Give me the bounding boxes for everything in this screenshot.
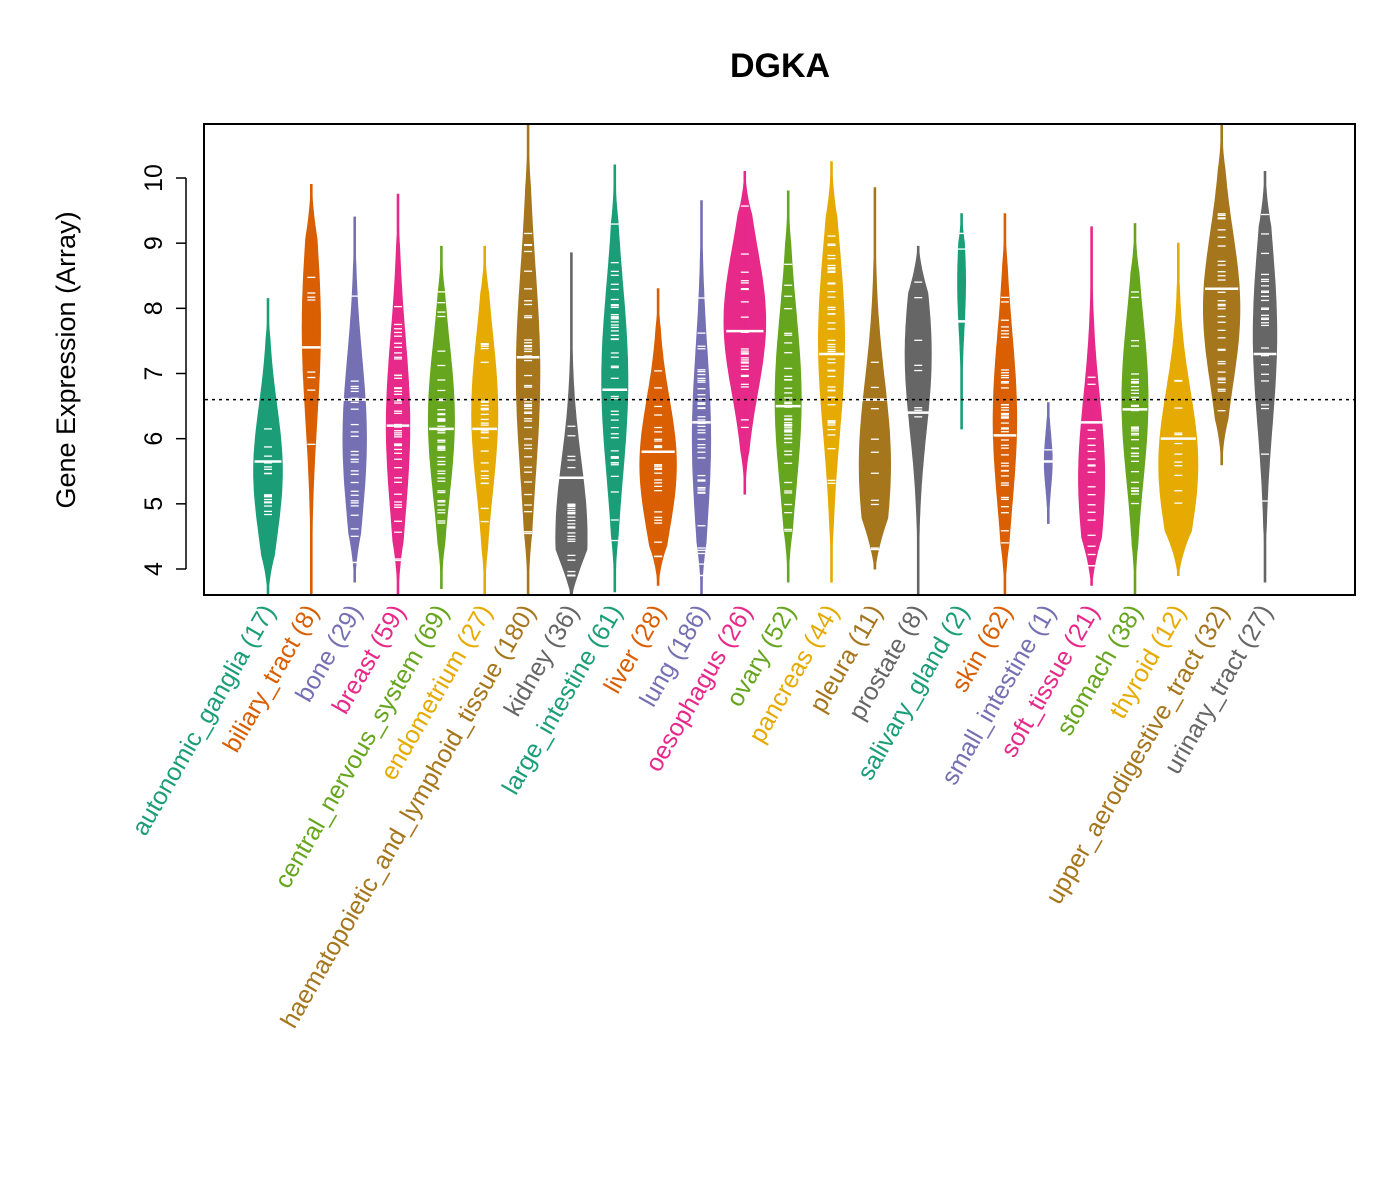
plot-frame — [203, 123, 1356, 596]
violin-oesophagus — [723, 171, 767, 495]
violins-group — [253, 124, 1278, 595]
violin-prostate — [904, 245, 932, 595]
violin-haematopoietic-and-lymphoid-tissue — [515, 124, 541, 595]
violin-stomach — [1121, 223, 1149, 595]
violin-breast — [385, 193, 411, 595]
y-tick-label: 5 — [140, 497, 168, 511]
violin-biliary-tract — [301, 184, 321, 595]
violin-central-nervous-system — [427, 245, 455, 590]
violin-urinary-tract — [1252, 171, 1278, 583]
y-tick-label: 8 — [140, 301, 168, 315]
violin-autonomic-ganglia — [253, 298, 283, 595]
chart-title: DGKA — [730, 47, 830, 85]
violin-thyroid — [1158, 242, 1199, 577]
violin-small-intestine — [1043, 402, 1054, 524]
violin-pleura — [858, 187, 891, 570]
y-axis-label: Gene Expression (Array) — [51, 211, 81, 508]
y-tick-label: 9 — [140, 236, 168, 250]
y-axis: 4 5 6 7 8 9 10 — [140, 164, 187, 576]
violin-upper-aerodigestive-tract — [1203, 124, 1241, 466]
y-tick-label: 4 — [140, 562, 168, 576]
violin-ovary — [774, 190, 802, 583]
violin-soft-tissue — [1078, 226, 1106, 586]
violin-liver — [639, 288, 677, 586]
y-tick-label: 6 — [140, 432, 168, 446]
x-axis-labels: autonomic_ganglia (17)biliary_tract (8)b… — [126, 600, 1278, 1033]
violin-large-intestine — [601, 164, 629, 593]
violin-skin — [992, 213, 1018, 595]
violin-endometrium — [471, 245, 499, 595]
violin-pancreas — [818, 161, 845, 583]
y-tick-label: 10 — [140, 164, 168, 192]
y-tick-label: 7 — [140, 367, 168, 381]
violin-salivary-gland — [956, 213, 967, 430]
violin-kidney — [555, 252, 588, 595]
violin-lung — [691, 200, 712, 595]
